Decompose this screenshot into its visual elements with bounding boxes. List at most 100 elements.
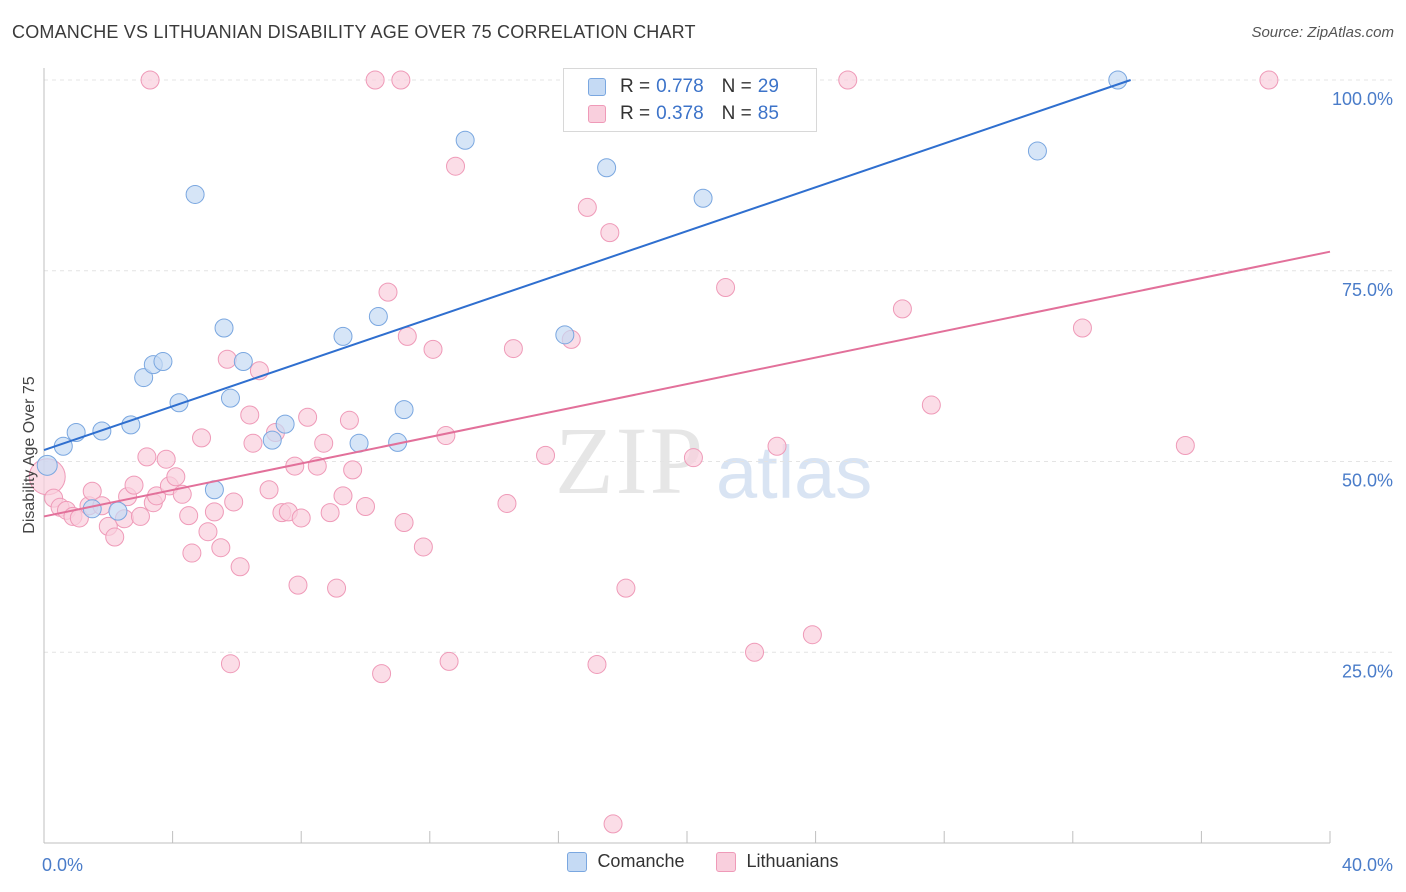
data-point [368,307,388,327]
data-point [577,197,597,217]
data-point [446,156,466,176]
data-point [391,70,411,90]
y-tick-label: 50.0% [1342,471,1393,491]
legend-label-lithuanians: Lithuanians [746,851,839,871]
data-point [536,445,556,465]
data-point [36,454,58,476]
data-point [327,578,347,598]
data-point [343,460,363,480]
data-point [394,400,414,420]
n-label: N = [721,103,752,124]
data-point [1072,318,1092,338]
data-point [333,326,353,346]
data-point [214,318,234,338]
lithuanians-legend-swatch [716,851,737,872]
series-legend: Comanche Lithuanians [0,851,1406,872]
data-point [333,486,353,506]
data-point [745,642,765,662]
data-point [179,506,199,526]
data-point [356,497,375,517]
data-point [597,158,617,178]
data-point [314,433,334,453]
lithuanians-swatch [588,105,606,123]
data-point [921,395,941,415]
legend-row-comanche: R = 0.778 N = 29 [588,75,779,99]
data-point [185,184,205,204]
data-point [105,527,125,547]
data-point [298,407,318,427]
data-point [838,70,858,90]
data-point [259,480,279,500]
data-point [716,278,736,298]
tick-labels: 25.0% 50.0% 75.0% 100.0% 0.0% 40.0% [42,89,1393,875]
y-tick-label: 100.0% [1332,89,1393,109]
data-point [137,447,157,467]
data-point [1108,70,1128,90]
data-point [108,501,128,521]
data-point [134,368,154,388]
correlation-legend: R = 0.778 N = 29 R = 0.378 N = 85 [563,68,817,132]
x-tick-label: 40.0% [1342,855,1393,875]
data-point [220,654,240,674]
y-axis-label: Disability Age Over 75 [21,376,38,534]
comanche-points [36,70,1128,521]
y-tick-label: 75.0% [1342,280,1393,300]
trend-lines [43,79,1331,518]
data-point [616,578,636,598]
data-point [233,352,253,372]
data-point [892,299,912,319]
data-point [378,282,398,302]
data-point [220,388,240,408]
legend-row-lithuanians: R = 0.378 N = 85 [588,102,779,126]
data-point [182,543,202,563]
data-point [503,339,523,359]
data-point [288,575,308,595]
n-value: 29 [757,76,779,97]
data-point [224,492,244,512]
data-point [587,654,607,674]
legend-item-lithuanians: Lithuanians [716,851,839,872]
data-point [192,428,212,448]
data-point [166,467,186,487]
data-point [198,522,218,542]
r-label: R = [620,76,651,97]
data-point [439,651,459,671]
data-point [413,537,433,557]
data-point [262,430,282,450]
data-point [603,814,623,834]
data-point [767,436,787,456]
data-point [320,503,340,523]
data-point [124,475,144,495]
data-point [1175,435,1195,455]
r-value: 0.378 [656,103,704,124]
data-point [217,349,237,369]
data-point [693,188,713,208]
watermark-atlas: atlas [716,431,873,514]
n-label: N = [721,76,752,97]
comanche-legend-swatch [567,851,588,872]
data-point [555,325,575,345]
data-point [211,538,231,558]
data-point [291,508,311,528]
data-point [423,339,443,359]
data-point [140,70,160,90]
data-point [275,414,295,434]
data-point [683,448,703,468]
data-point [130,506,150,526]
legend-item-comanche: Comanche [567,851,684,872]
data-point [1027,141,1047,161]
trend-line-comanche [43,79,1131,452]
data-point [240,405,260,425]
data-point [156,449,176,469]
x-tick-label: 0.0% [42,855,83,875]
data-point [497,493,517,513]
r-label: R = [620,103,651,124]
comanche-swatch [588,78,606,96]
r-value: 0.778 [656,76,704,97]
data-point [455,130,475,150]
data-point [243,433,263,453]
legend-label-comanche: Comanche [597,851,685,871]
lithuanians-points [28,70,1279,834]
watermark-zip: ZIP [555,407,705,514]
